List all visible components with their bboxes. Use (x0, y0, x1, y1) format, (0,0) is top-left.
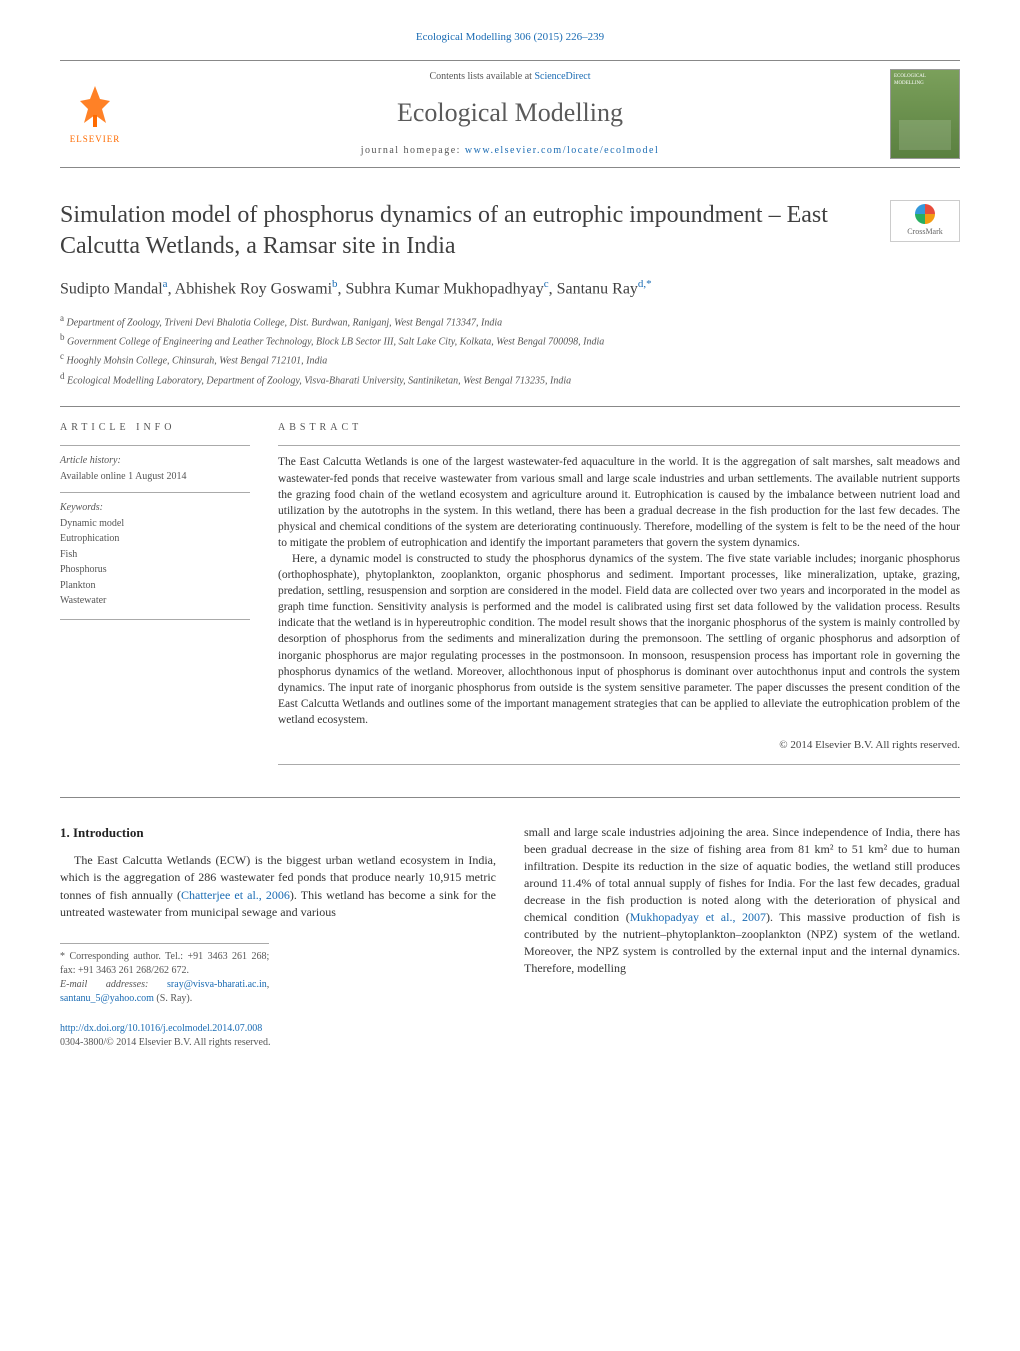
issn-copyright: 0304-3800/© 2014 Elsevier B.V. All right… (60, 1037, 270, 1048)
email-line: E-mail addresses: sray@visva-bharati.ac.… (60, 978, 269, 1006)
email-tail: (S. Ray). (154, 993, 192, 1004)
affiliation-item: c Hooghly Mohsin College, Chinsurah, Wes… (60, 350, 960, 368)
journal-homepage: journal homepage: www.elsevier.com/locat… (140, 144, 880, 159)
keyword-item: Phosphorus (60, 563, 250, 578)
affiliations-list: a Department of Zoology, Triveni Devi Bh… (60, 312, 960, 388)
cover-label: ECOLOGICAL MODELLING (894, 74, 926, 86)
body-paragraph: small and large scale industries adjoini… (524, 824, 960, 977)
section-heading: 1. Introduction (60, 824, 496, 842)
authors-list: Sudipto Mandala, Abhishek Roy Goswamib, … (60, 276, 960, 301)
journal-header-bar: ELSEVIER Contents lists available at Sci… (60, 60, 960, 168)
abstract-heading: ABSTRACT (278, 421, 960, 436)
body-paragraph: The East Calcutta Wetlands (ECW) is the … (60, 852, 496, 920)
crossmark-icon (915, 204, 935, 224)
article-info-heading: ARTICLE INFO (60, 421, 250, 436)
abstract-text: The East Calcutta Wetlands is one of the… (278, 454, 960, 728)
homepage-prefix: journal homepage: (361, 145, 465, 156)
contents-line: Contents lists available at ScienceDirec… (140, 70, 880, 85)
abstract-separator (278, 764, 960, 765)
abstract-paragraph: Here, a dynamic model is constructed to … (278, 551, 960, 728)
crossmark-badge[interactable]: CrossMark (890, 200, 960, 242)
keyword-item: Fish (60, 548, 250, 563)
crossmark-label: CrossMark (907, 226, 943, 238)
email-label: E-mail addresses: (60, 979, 167, 990)
corresponding-author-note: * Corresponding author. Tel.: +91 3463 2… (60, 950, 269, 978)
affiliation-item: b Government College of Engineering and … (60, 331, 960, 349)
abstract-column: ABSTRACT The East Calcutta Wetlands is o… (278, 421, 960, 773)
elsevier-tree-icon (70, 81, 120, 131)
journal-cover-thumbnail: ECOLOGICAL MODELLING (890, 69, 960, 159)
title-row: Simulation model of phosphorus dynamics … (60, 200, 960, 262)
doi-link[interactable]: http://dx.doi.org/10.1016/j.ecolmodel.20… (60, 1023, 262, 1034)
journal-title: Ecological Modelling (140, 94, 880, 132)
email-link[interactable]: sray@visva-bharati.ac.in (167, 979, 267, 990)
keywords-heading: Keywords: (60, 501, 250, 516)
keyword-item: Plankton (60, 579, 250, 594)
email-link[interactable]: santanu_5@yahoo.com (60, 993, 154, 1004)
email-sep: , (267, 979, 270, 990)
info-separator (60, 492, 250, 493)
info-separator (60, 619, 250, 620)
abstract-separator (278, 445, 960, 446)
info-separator (60, 445, 250, 446)
header-center: Contents lists available at ScienceDirec… (130, 70, 890, 159)
footer-metadata: http://dx.doi.org/10.1016/j.ecolmodel.20… (60, 1022, 960, 1050)
body-column-right: small and large scale industries adjoini… (524, 824, 960, 1006)
homepage-link[interactable]: www.elsevier.com/locate/ecolmodel (465, 145, 659, 156)
abstract-paragraph: The East Calcutta Wetlands is one of the… (278, 454, 960, 551)
section-divider (60, 797, 960, 798)
affiliation-item: d Ecological Modelling Laboratory, Depar… (60, 370, 960, 388)
keyword-item: Eutrophication (60, 532, 250, 547)
section-divider (60, 406, 960, 407)
article-info-column: ARTICLE INFO Article history: Available … (60, 421, 250, 773)
article-history-line: Available online 1 August 2014 (60, 470, 250, 485)
sciencedirect-link[interactable]: ScienceDirect (534, 71, 590, 82)
body-two-column: 1. Introduction The East Calcutta Wetlan… (60, 824, 960, 1006)
info-abstract-row: ARTICLE INFO Article history: Available … (60, 421, 960, 773)
running-head: Ecological Modelling 306 (2015) 226–239 (60, 30, 960, 46)
publisher-logo: ELSEVIER (60, 74, 130, 154)
publisher-name: ELSEVIER (70, 133, 121, 146)
citation-link[interactable]: Chatterjee et al., 2006 (181, 888, 290, 902)
copyright-line: © 2014 Elsevier B.V. All rights reserved… (278, 738, 960, 754)
keyword-item: Wastewater (60, 594, 250, 609)
article-history-heading: Article history: (60, 454, 250, 469)
footnotes: * Corresponding author. Tel.: +91 3463 2… (60, 943, 269, 1006)
citation-link[interactable]: Mukhopadyay et al., 2007 (630, 910, 766, 924)
keyword-item: Dynamic model (60, 517, 250, 532)
contents-prefix: Contents lists available at (429, 71, 534, 82)
article-title: Simulation model of phosphorus dynamics … (60, 200, 890, 262)
affiliation-item: a Department of Zoology, Triveni Devi Bh… (60, 312, 960, 330)
body-column-left: 1. Introduction The East Calcutta Wetlan… (60, 824, 496, 1006)
